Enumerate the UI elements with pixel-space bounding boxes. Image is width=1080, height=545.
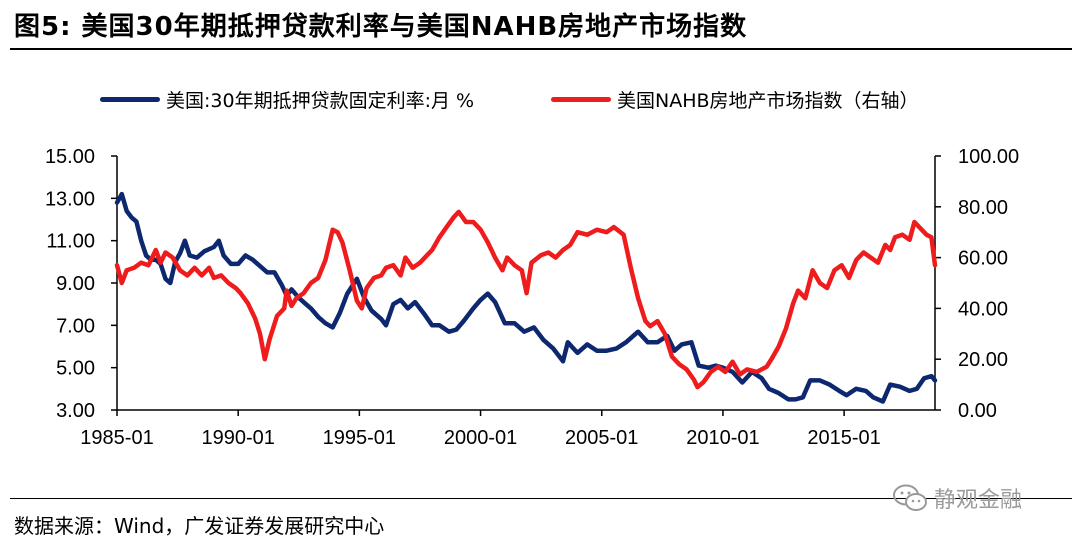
right-y-tick-label: 20.00: [958, 349, 1008, 371]
left-y-tick-label: 3.00: [56, 400, 95, 422]
x-tick-label: 1995-01: [323, 427, 396, 449]
left-y-tick-label: 15.00: [45, 146, 95, 168]
source-note: 数据来源：Wind，广发证券发展研究中心: [14, 514, 385, 538]
watermark: 静观金融: [892, 482, 1022, 514]
right-y-tick-label: 60.00: [958, 248, 1008, 270]
left-y-tick-label: 13.00: [45, 188, 95, 210]
left-y-tick-label: 5.00: [56, 358, 95, 380]
legend-swatch-nahb-index: [551, 97, 611, 102]
series-line-mortgage-rate: [114, 191, 938, 404]
legend-swatch-mortgage-rate: [100, 97, 160, 102]
left-y-tick-label: 11.00: [46, 231, 95, 253]
x-tick-label: 2005-01: [565, 427, 638, 449]
legend-label-mortgage-rate: 美国:30年期抵押贷款固定利率:月 %: [166, 90, 475, 112]
chart-title: 图5: 美国30年期抵押贷款利率与美国NAHB房地产市场指数: [14, 12, 748, 42]
left-y-tick-label: 7.00: [56, 315, 95, 337]
source-divider: [10, 498, 1072, 499]
right-y-tick-label: 40.00: [958, 298, 1008, 320]
x-tick-label: 2015-01: [807, 427, 880, 449]
legend: 美国:30年期抵押贷款固定利率:月 % 美国NAHB房地产市场指数（右轴）: [0, 86, 1080, 120]
legend-label-nahb-index: 美国NAHB房地产市场指数（右轴）: [617, 90, 919, 112]
right-y-tick-label: 80.00: [958, 197, 1008, 219]
x-tick-label: 2010-01: [686, 427, 759, 449]
left-y-tick-label: 9.00: [56, 273, 95, 295]
right-y-tick-label: 100.00: [958, 146, 1019, 168]
right-y-tick-label: 0.00: [958, 400, 997, 422]
title-divider: [10, 48, 1072, 50]
x-tick-label: 2000-01: [444, 427, 517, 449]
x-tick-label: 1990-01: [201, 427, 274, 449]
legend-item-nahb-index: 美国NAHB房地产市场指数（右轴）: [551, 86, 919, 113]
watermark-text: 静观金融: [934, 488, 1023, 513]
series-line-nahb-index: [114, 209, 938, 390]
wechat-icon: [893, 484, 927, 511]
x-tick-label: 1985-01: [80, 427, 153, 449]
legend-item-mortgage-rate: 美国:30年期抵押贷款固定利率:月 %: [100, 86, 474, 113]
